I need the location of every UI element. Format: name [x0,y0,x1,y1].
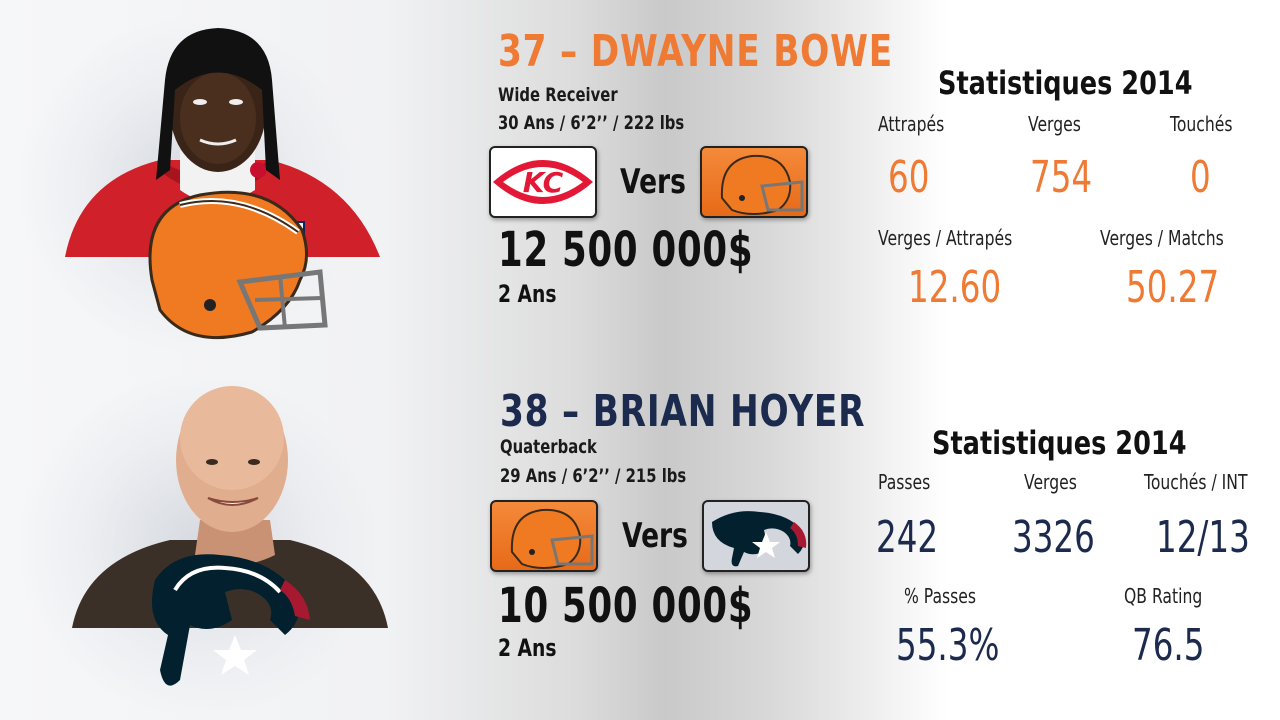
player1-photo [65,28,380,340]
p1-value-1: 60 [888,152,930,203]
browns-logo [700,146,808,218]
player1-vers: Vers [620,162,686,202]
player2-money: 10 500 000$ [498,578,754,634]
p1-label-4: Verges / Attrapés [878,226,1013,250]
player2-photo [72,386,388,686]
p2-value-5: 76.5 [1132,620,1205,671]
player2-info: 29 Ans / 6’2’’ / 215 lbs [500,465,687,487]
p1-value-2: 754 [1030,152,1093,203]
player2-years: 2 Ans [498,634,557,662]
chiefs-logo: KC [489,146,597,218]
p1-value-5: 50.27 [1126,262,1220,313]
player1-stats-title: Statistiques 2014 [938,64,1193,102]
p1-label-1: Attrapés [878,112,945,136]
p2-label-4: % Passes [904,584,977,608]
p1-value-3: 0 [1190,152,1211,203]
p2-value-3: 12/13 [1156,512,1250,563]
svg-text:KC: KC [523,166,564,199]
player1-money: 12 500 000$ [498,222,754,278]
player2-position: Quaterback [500,436,597,458]
p1-value-4: 12.60 [908,262,1002,313]
p1-label-2: Verges [1028,112,1081,136]
p2-value-1: 242 [876,512,939,563]
p2-label-3: Touchés / INT [1144,470,1248,494]
p2-value-2: 3326 [1012,512,1095,563]
player1-name: 37 – DWAYNE BOWE [498,26,893,77]
p2-label-1: Passes [878,470,931,494]
player2-name: 38 – BRIAN HOYER [500,386,866,437]
player1-years: 2 Ans [498,280,557,308]
p2-label-2: Verges [1024,470,1077,494]
player2-stats-title: Statistiques 2014 [932,424,1187,462]
player1-info: 30 Ans / 6’2’’ / 222 lbs [498,112,685,134]
p1-label-5: Verges / Matchs [1100,226,1224,250]
player2-vers: Vers [622,516,688,556]
browns-logo-2 [490,500,598,572]
p2-value-4: 55.3% [896,620,1000,671]
player1-position: Wide Receiver [498,84,618,106]
p1-label-3: Touchés [1170,112,1233,136]
p2-label-5: QB Rating [1124,584,1203,608]
texans-logo [702,500,810,572]
